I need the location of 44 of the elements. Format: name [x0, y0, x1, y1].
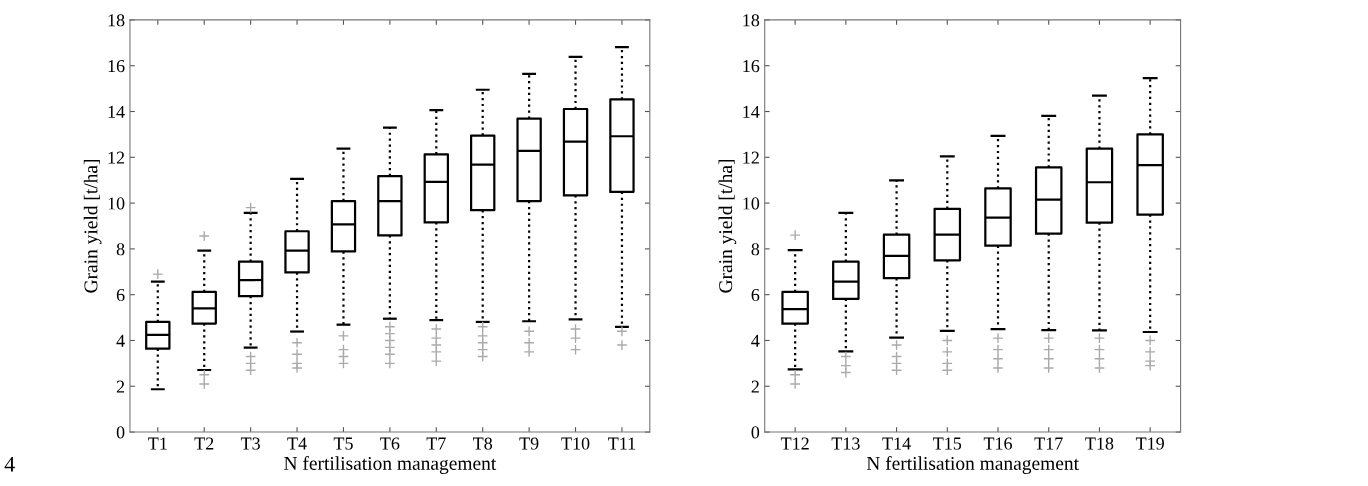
x-tick-label: T3 — [240, 437, 260, 450]
x-axis-title: N fertilisation management — [866, 456, 1079, 474]
x-tick-label: T18 — [1085, 437, 1114, 450]
y-tick-label: 10 — [108, 197, 125, 210]
x-tick-label: T6 — [380, 437, 400, 450]
y-tick-label: 6 — [116, 288, 125, 302]
y-tick-label: 0 — [751, 426, 760, 439]
x-tick-label: T13 — [831, 437, 860, 450]
text: 4 — [4, 456, 15, 472]
y-tick-label: 14 — [108, 105, 125, 118]
y-tick-label: 8 — [751, 243, 760, 256]
x-tick-label: T7 — [426, 437, 446, 450]
y-tick-label: 2 — [751, 380, 759, 393]
y-tick-label: 12 — [743, 151, 759, 164]
y-tick-label: 16 — [743, 60, 760, 73]
y-tick-label: 4 — [116, 334, 125, 347]
x-tick-label: T5 — [333, 437, 353, 450]
y-tick-label: 16 — [108, 60, 125, 73]
y-tick-label: 18 — [108, 14, 125, 27]
x-tick-label: T1 — [148, 437, 167, 450]
y-tick-label: 12 — [108, 151, 125, 164]
x-tick-label: T19 — [1135, 437, 1164, 450]
y-tick-label: 2 — [116, 380, 125, 393]
y-tick-label: 8 — [116, 243, 125, 256]
y-tick-label: 14 — [743, 105, 760, 118]
x-tick-label: T14 — [882, 437, 911, 450]
y-tick-label: 4 — [751, 334, 760, 347]
y-tick-label: 10 — [743, 197, 760, 210]
x-tick-label: T11 — [608, 437, 636, 450]
y-tick-label: 6 — [751, 288, 760, 302]
y-axis-title: Grain yield [t/ha] — [718, 159, 737, 293]
x-tick-label: T16 — [983, 437, 1013, 450]
x-tick-label: T9 — [519, 437, 539, 450]
x-tick-label: T2 — [194, 437, 214, 450]
x-tick-label: T8 — [473, 437, 493, 450]
x-tick-label: T17 — [1034, 437, 1063, 450]
x-tick-label: T15 — [933, 437, 962, 450]
y-tick-label: 0 — [116, 426, 125, 439]
x-axis-title: N fertilisation management — [284, 456, 497, 474]
x-tick-label: T4 — [287, 437, 307, 450]
y-tick-label: 18 — [743, 14, 760, 27]
x-tick-label: T10 — [561, 437, 590, 450]
y-axis-title: Grain yield [t/ha] — [83, 159, 102, 293]
x-tick-label: T12 — [780, 437, 809, 450]
